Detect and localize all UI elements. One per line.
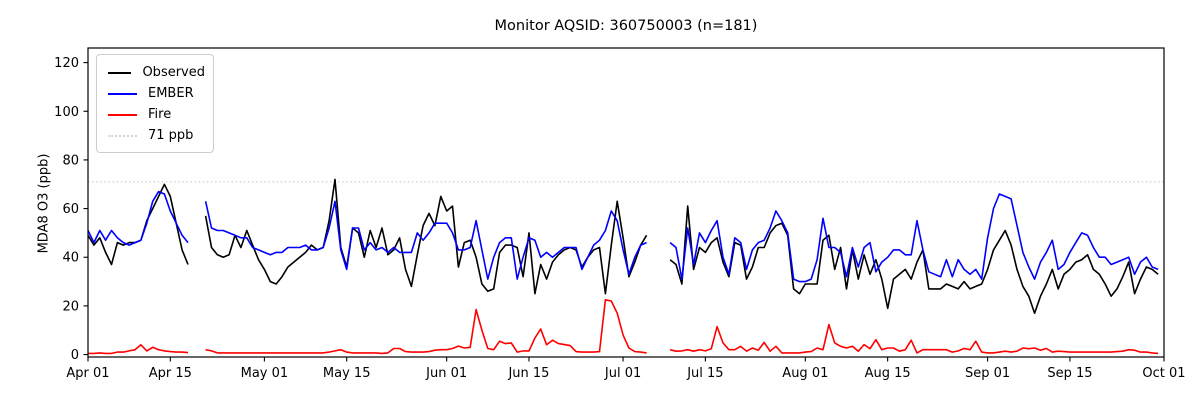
x-tick-label: Jul 15 xyxy=(686,366,723,381)
legend-item-fire: Fire xyxy=(105,104,205,125)
ember-line-sample-icon xyxy=(108,92,137,95)
y-tick-label: 20 xyxy=(62,299,79,314)
x-tick-label: May 15 xyxy=(323,366,371,381)
x-tick-label: Aug 15 xyxy=(865,366,911,381)
fire-line-sample-icon xyxy=(108,113,137,116)
x-tick-label: Aug 01 xyxy=(782,366,828,381)
y-tick-label: 0 xyxy=(71,348,79,363)
y-tick-label: 80 xyxy=(62,153,79,168)
ember-line xyxy=(87,190,1159,283)
x-tick-label: Jun 01 xyxy=(425,366,467,381)
legend-label-observed: Observed xyxy=(142,65,205,80)
x-tick-label: Sep 01 xyxy=(965,366,1010,381)
chart-title: Monitor AQSID: 360750003 (n=181) xyxy=(494,18,758,34)
legend-label-fire: Fire xyxy=(148,107,172,122)
y-tick-label: 60 xyxy=(62,202,79,217)
x-tick-label: Sep 15 xyxy=(1047,366,1092,381)
x-tick-label: Jun 15 xyxy=(507,366,549,381)
observed-line-sample-icon xyxy=(108,71,132,74)
x-tick-label: May 01 xyxy=(241,366,289,381)
y-tick-label: 120 xyxy=(54,56,79,71)
plot-spines xyxy=(87,47,1165,358)
legend: Observed EMBER Fire 71 ppb xyxy=(96,54,214,153)
legend-label-71ppb: 71 ppb xyxy=(148,128,194,143)
x-tick-label: Jul 01 xyxy=(604,366,641,381)
y-axis-label: MDA8 O3 (ppb) xyxy=(36,153,52,254)
x-tick-label: Apr 01 xyxy=(66,366,109,381)
fire-line xyxy=(88,299,1159,355)
legend-label-ember: EMBER xyxy=(148,86,194,101)
x-tick-label: Apr 15 xyxy=(149,366,192,381)
y-tick-label: 40 xyxy=(62,251,79,266)
legend-item-observed: Observed xyxy=(105,62,205,83)
y-tick-label: 100 xyxy=(54,105,79,120)
legend-item-ember: EMBER xyxy=(105,83,205,104)
legend-item-71ppb: 71 ppb xyxy=(105,125,205,146)
threshold-line-sample-icon xyxy=(108,134,137,137)
x-tick-label: Oct 01 xyxy=(1142,366,1185,381)
